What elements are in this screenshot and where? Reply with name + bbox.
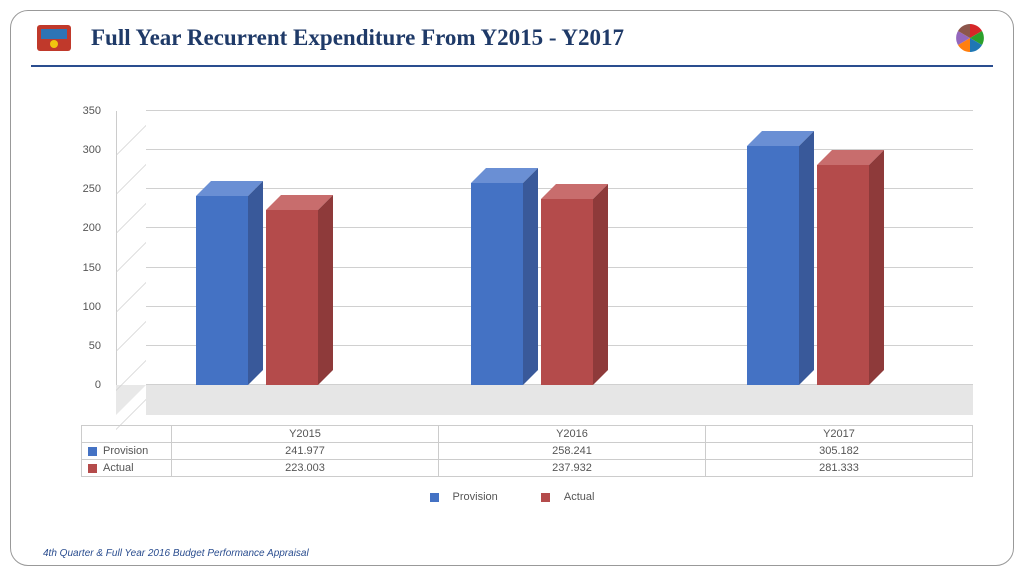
chart-floor — [146, 385, 973, 415]
swatch-actual-icon — [541, 493, 550, 502]
table-cell: 241.977 — [172, 443, 439, 460]
chart-plot-area — [116, 111, 973, 415]
swatch-actual-icon — [88, 464, 97, 473]
table-row: Actual 223.003 237.932 281.333 — [82, 460, 973, 477]
y-axis-label: 350 — [51, 105, 101, 117]
y-axis-label: 100 — [51, 301, 101, 313]
bar-group — [747, 111, 923, 385]
legend-item-provision: Provision — [420, 491, 508, 503]
table-col-2: Y2017 — [706, 426, 973, 443]
y-axis-label: 50 — [51, 340, 101, 352]
table-cell: 258.241 — [439, 443, 706, 460]
logo-left-crest-icon — [31, 19, 77, 57]
bar-group — [196, 111, 372, 385]
legend-label-actual: Actual — [564, 491, 595, 503]
table-cell: 305.182 — [706, 443, 973, 460]
y-axis-label: 200 — [51, 222, 101, 234]
table-cell: 281.333 — [706, 460, 973, 477]
bar-provision — [196, 196, 248, 385]
bar-provision — [747, 146, 799, 385]
table-col-1: Y2016 — [439, 426, 706, 443]
bar-provision — [471, 183, 523, 385]
header-divider — [31, 65, 993, 67]
footer-note: 4th Quarter & Full Year 2016 Budget Perf… — [43, 548, 309, 559]
y-axis-label: 300 — [51, 144, 101, 156]
swatch-provision-icon — [430, 493, 439, 502]
y-axis-label: 150 — [51, 262, 101, 274]
header: Full Year Recurrent Expenditure From Y20… — [11, 11, 1013, 57]
logo-right-pinwheel-icon — [947, 19, 993, 57]
bar-group — [471, 111, 647, 385]
table-row: Provision 241.977 258.241 305.182 — [82, 443, 973, 460]
table-col-0: Y2015 — [172, 426, 439, 443]
table-cell: 223.003 — [172, 460, 439, 477]
slide-container: Full Year Recurrent Expenditure From Y20… — [10, 10, 1014, 566]
bar-actual — [817, 165, 869, 385]
legend-label-provision: Provision — [453, 491, 498, 503]
bar-actual — [266, 210, 318, 385]
table-header-row: Y2015 Y2016 Y2017 — [82, 426, 973, 443]
table-corner-blank — [82, 426, 172, 443]
table-cell: 237.932 — [439, 460, 706, 477]
table-rowhead-actual: Actual — [82, 460, 172, 477]
page-title: Full Year Recurrent Expenditure From Y20… — [91, 25, 624, 51]
table-rowlabel-actual: Actual — [103, 462, 134, 474]
y-axis-label: 250 — [51, 183, 101, 195]
swatch-provision-icon — [88, 447, 97, 456]
bar-actual — [541, 199, 593, 385]
table-rowhead-provision: Provision — [82, 443, 172, 460]
table-rowlabel-provision: Provision — [103, 445, 148, 457]
y-axis-label: 0 — [51, 379, 101, 391]
data-table: Y2015 Y2016 Y2017 Provision 241.977 258.… — [81, 425, 973, 477]
legend: Provision Actual — [41, 491, 983, 503]
legend-item-actual: Actual — [531, 491, 605, 503]
chart-region: Y2015 Y2016 Y2017 Provision 241.977 258.… — [41, 101, 983, 525]
